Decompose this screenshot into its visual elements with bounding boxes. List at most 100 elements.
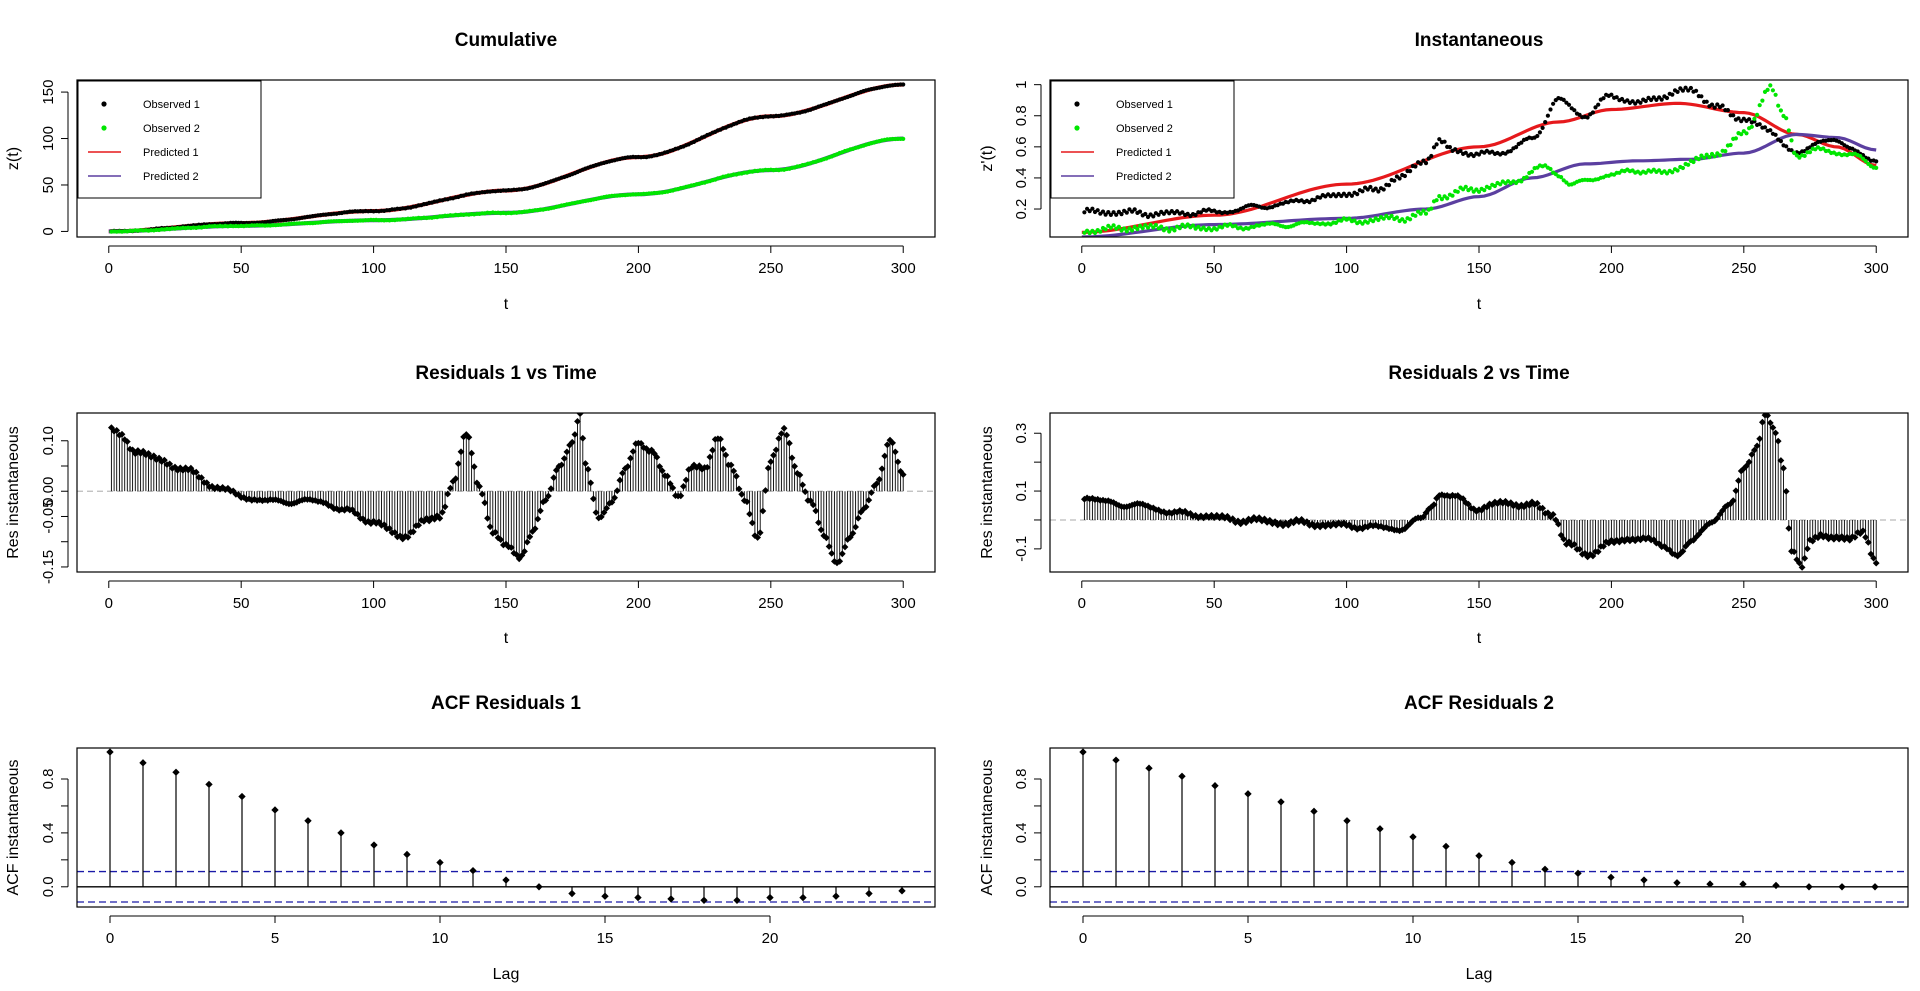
data-point: [1643, 98, 1648, 104]
acf-bar: [469, 866, 477, 887]
data-point: [1421, 208, 1426, 213]
plot-frame: [76, 747, 936, 908]
data-point: [1114, 212, 1119, 217]
data-point: [1137, 209, 1143, 214]
acf-bar: [1211, 782, 1219, 887]
series-pred2: [1081, 132, 1877, 237]
data-point: [1455, 189, 1460, 194]
x-tick-label: 0: [1078, 260, 1086, 277]
legend-label: Observed 1: [143, 99, 200, 111]
data-point: [1760, 98, 1765, 103]
data-point: [1757, 103, 1762, 108]
residual-point: [1430, 501, 1438, 508]
acf-bar: [535, 883, 543, 891]
data-point: [1778, 108, 1783, 113]
data-point: [1153, 222, 1158, 228]
data-point: [1437, 194, 1442, 199]
x-tick-label: 100: [1334, 260, 1359, 277]
data-point: [1752, 116, 1757, 121]
data-point: [1090, 206, 1095, 211]
chart-title: Cumulative: [455, 30, 557, 51]
legend-marker: [101, 125, 107, 131]
data-point: [1365, 187, 1370, 192]
residual-point: [603, 504, 610, 512]
acf-bar: [436, 858, 444, 887]
data-point: [1180, 210, 1185, 215]
data-point: [1103, 212, 1108, 217]
data-point: [1347, 216, 1352, 221]
data-point: [1733, 136, 1738, 141]
data-point: [1577, 112, 1582, 117]
data-point: [1770, 88, 1775, 93]
acf-bar: [1673, 879, 1681, 887]
data-point: [1119, 212, 1124, 217]
residual-point: [1790, 548, 1798, 556]
data-point: [1458, 148, 1463, 153]
x-tick-label: 0: [105, 260, 113, 277]
x-tick-label: 200: [1599, 595, 1624, 612]
panel-cumulative: Cumulative t z(t) 0 50 100 150 200 250 300 0 50 100 1…: [5, 30, 936, 313]
legend-label: Predicted 1: [1116, 147, 1172, 159]
data-point: [1768, 128, 1773, 133]
data-point: [1423, 211, 1429, 216]
data-point: [1725, 108, 1730, 113]
x-tick-label: 0: [105, 595, 113, 612]
data-point: [1368, 184, 1373, 190]
data-point: [1413, 164, 1418, 169]
data-point: [1122, 226, 1127, 231]
data-point: [1333, 220, 1339, 225]
data-point: [1376, 217, 1381, 223]
data-point: [1707, 155, 1712, 160]
x-axis-label: t: [1477, 630, 1482, 647]
acf-bar: [1739, 880, 1747, 888]
data-point: [1572, 108, 1577, 113]
data-point: [1108, 225, 1113, 230]
data-point: [1675, 168, 1680, 173]
x-tick-label: 300: [891, 260, 916, 277]
x-tick-label: 250: [758, 260, 783, 277]
acf-bar: [1838, 883, 1846, 891]
data-point: [1145, 225, 1151, 230]
data-point: [1688, 85, 1693, 91]
data-point: [1765, 87, 1770, 92]
data-point: [1111, 223, 1116, 228]
data-point: [1108, 212, 1113, 217]
y-tick-label: -0.1: [1013, 536, 1030, 562]
residual-point: [560, 455, 568, 462]
data-point: [1548, 107, 1553, 112]
panel-instantaneous: Instantaneous t z'(t) 0 50 100 150 200 250 300 0.2…: [979, 30, 1909, 313]
data-point: [1394, 215, 1399, 220]
acf-bar: [172, 768, 180, 887]
data-point: [1601, 96, 1606, 101]
data-point: [1092, 230, 1098, 236]
data-point: [1429, 206, 1434, 211]
data-point: [1381, 187, 1386, 192]
data-point: [1175, 209, 1180, 214]
data-point: [1439, 197, 1444, 202]
data-point: [1124, 229, 1129, 234]
x-tick-label: 20: [1735, 930, 1752, 947]
data-point: [1349, 193, 1354, 198]
data-point: [1858, 154, 1863, 159]
data-point: [1686, 162, 1691, 167]
x-axis-label: Lag: [1466, 966, 1493, 983]
y-axis-label: ACF instantaneous: [5, 759, 22, 895]
panel-acf2: ACF Residuals 2 Lag ACF instantaneous 0 5 10 1…: [979, 693, 1909, 983]
acf-bar: [898, 886, 906, 895]
data-point: [1476, 189, 1482, 194]
data-point: [1177, 226, 1182, 231]
data-point: [1670, 92, 1675, 97]
data-point: [1408, 217, 1413, 222]
data-point: [1797, 155, 1802, 160]
residual-point: [592, 509, 600, 516]
chart-title: Residuals 2 vs Time: [1388, 363, 1569, 384]
residual-point: [1759, 418, 1766, 426]
data-point: [1559, 175, 1564, 180]
data-point: [1683, 85, 1688, 90]
data-point: [1585, 115, 1590, 120]
acf-bar: [337, 829, 345, 887]
residual-point: [1732, 487, 1740, 495]
residual-point: [656, 463, 663, 470]
acf-bar: [403, 850, 411, 887]
residual-point: [576, 413, 584, 417]
